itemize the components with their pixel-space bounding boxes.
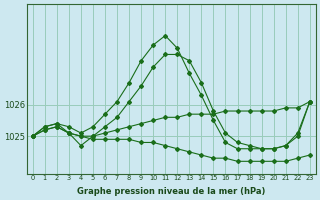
X-axis label: Graphe pression niveau de la mer (hPa): Graphe pression niveau de la mer (hPa) (77, 187, 266, 196)
